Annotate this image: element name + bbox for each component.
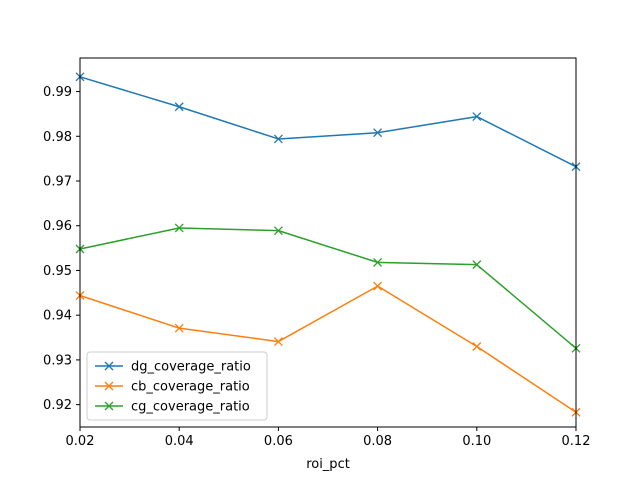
- x-tick-label: 0.12: [562, 434, 591, 449]
- legend-box: [86, 351, 268, 421]
- y-tick-label: 0.94: [43, 309, 72, 324]
- legend-item: dg_coverage_ratio: [95, 360, 251, 375]
- legend: dg_coverage_ratio cb_coverage_ratio cg_cov…: [86, 351, 268, 421]
- legend-marker: [104, 401, 114, 411]
- legend-marker: [104, 381, 114, 391]
- x-axis-label: roi_pct: [306, 457, 350, 472]
- y-tick-label: 0.96: [43, 219, 72, 234]
- data-point: [472, 342, 482, 351]
- data-point: [273, 226, 283, 236]
- y-tick-label: 0.92: [43, 398, 72, 413]
- y-tick-label: 0.95: [43, 264, 72, 279]
- legend-marker: [104, 361, 114, 371]
- x-tick-label: 0.06: [264, 434, 293, 449]
- y-tick-label: 0.97: [43, 175, 72, 190]
- legend-label: dg_coverage_ratio: [131, 360, 251, 375]
- data-point: [472, 112, 482, 122]
- legend-label: cb_coverage_ratio: [131, 380, 250, 395]
- x-tick-label: 0.08: [363, 434, 392, 449]
- data-point: [273, 134, 283, 144]
- x-tick-label: 0.04: [165, 434, 194, 449]
- data-point: [373, 257, 383, 267]
- data-point: [174, 323, 184, 333]
- legend-label: cg_coverage_ratio: [131, 400, 250, 415]
- data-point: [174, 223, 184, 233]
- axes-frame: [79, 57, 577, 428]
- x-tick-label: 0.10: [462, 434, 491, 449]
- y-tick-label: 0.99: [43, 85, 72, 100]
- data-point: [174, 102, 184, 112]
- legend-item: cb_coverage_ratio: [95, 380, 250, 395]
- y-tick-label: 0.93: [43, 353, 72, 368]
- y-tick-label: 0.98: [43, 130, 72, 145]
- data-point: [273, 337, 283, 347]
- legend-item: cg_coverage_ratio: [95, 400, 250, 415]
- data-point: [373, 281, 383, 291]
- data-point: [472, 260, 482, 270]
- axes-layer: 0.02 0.04 0.06 0.08 0.10 0.12 0.92 0.93 0.94 0.95…: [43, 57, 591, 449]
- series-layer: [75, 72, 581, 417]
- series-line-cg_coverage_ratio: [79, 227, 577, 349]
- x-tick-label: 0.02: [66, 434, 95, 449]
- series-line-cb_coverage_ratio: [79, 285, 577, 413]
- data-point: [373, 128, 383, 138]
- series-line-dg_coverage_ratio: [79, 76, 577, 168]
